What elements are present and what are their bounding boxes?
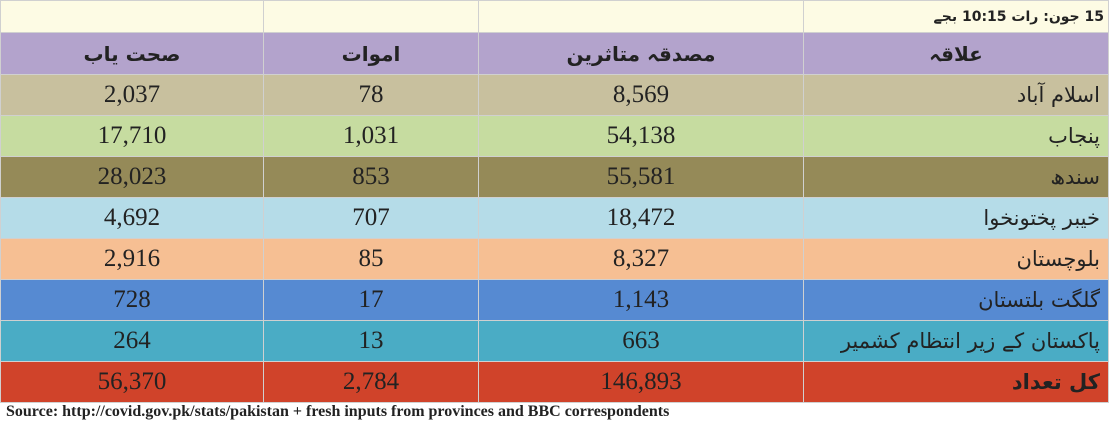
table-row: بلوچستان 8,327 85 2,916 [0,238,1109,280]
value-cell: 56,370 [0,361,264,403]
region-cell: خیبر پختونخوا [803,197,1109,239]
value-cell: 17,710 [0,115,264,157]
empty-cell [263,0,479,33]
value-cell: 146,893 [478,361,804,403]
column-header: علاقہ [803,32,1109,75]
value-cell: 728 [0,279,264,321]
value-cell: 853 [263,156,479,198]
table-row: خیبر پختونخوا 18,472 707 4,692 [0,197,1109,239]
region-cell: اسلام آباد [803,74,1109,116]
value-cell: 4,692 [0,197,264,239]
table-row: پنجاب 54,138 1,031 17,710 [0,115,1109,157]
data-table: 15 جون: رات 10:15 بجے علاقہ مصدقہ متاثرین… [0,0,1109,403]
value-cell: 8,569 [478,74,804,116]
value-cell: 2,784 [263,361,479,403]
table-row: سندھ 55,581 853 28,023 [0,156,1109,198]
region-cell: پاکستان کے زیر انتظام کشمیر [803,320,1109,362]
value-cell: 707 [263,197,479,239]
column-header: صحت یاب [0,32,264,75]
value-cell: 18,472 [478,197,804,239]
region-cell: کل تعداد [803,361,1109,403]
value-cell: 2,916 [0,238,264,280]
table-row: کل تعداد 146,893 2,784 56,370 [0,361,1109,403]
column-header: مصدقہ متاثرین [478,32,804,75]
header-row: علاقہ مصدقہ متاثرین اموات صحت یاب [0,32,1109,75]
region-cell: سندھ [803,156,1109,198]
table-row: اسلام آباد 8,569 78 2,037 [0,74,1109,116]
empty-cell [0,0,264,33]
table-row: پاکستان کے زیر انتظام کشمیر 663 13 264 [0,320,1109,362]
value-cell: 78 [263,74,479,116]
value-cell: 85 [263,238,479,280]
table-row: گلگت بلتستان 1,143 17 728 [0,279,1109,321]
value-cell: 54,138 [478,115,804,157]
value-cell: 8,327 [478,238,804,280]
date: 15 جون: رات 10:15 بجے [803,0,1109,33]
value-cell: 17 [263,279,479,321]
value-cell: 663 [478,320,804,362]
empty-cell [478,0,804,33]
value-cell: 1,143 [478,279,804,321]
value-cell: 2,037 [0,74,264,116]
value-cell: 13 [263,320,479,362]
value-cell: 55,581 [478,156,804,198]
date-row: 15 جون: رات 10:15 بجے [0,0,1109,33]
column-header: اموات [263,32,479,75]
value-cell: 28,023 [0,156,264,198]
value-cell: 264 [0,320,264,362]
region-cell: گلگت بلتستان [803,279,1109,321]
value-cell: 1,031 [263,115,479,157]
region-cell: بلوچستان [803,238,1109,280]
source-note: Source: http://covid.gov.pk/stats/pakist… [6,403,670,420]
region-cell: پنجاب [803,115,1109,157]
